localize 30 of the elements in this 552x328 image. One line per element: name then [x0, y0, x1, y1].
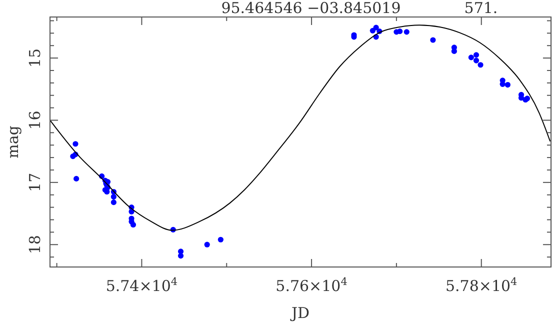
y-tick-label: 17 [26, 172, 44, 192]
chart-subtitle: 571. [464, 0, 498, 17]
point [110, 200, 116, 206]
chart-title: 95.464546 −03.845019 [221, 0, 401, 17]
point [504, 82, 510, 88]
point [204, 242, 210, 248]
point [478, 62, 484, 68]
point [404, 29, 410, 35]
point [74, 176, 80, 182]
point [430, 37, 436, 43]
point [373, 24, 379, 30]
point [72, 141, 78, 147]
point [178, 253, 184, 259]
point [473, 58, 480, 64]
x-axis-title: JD [289, 304, 310, 322]
point [370, 28, 376, 34]
point [397, 28, 403, 34]
line-series [50, 24, 551, 231]
x-tick-label: 5.74×10$^{4}$ [106, 276, 178, 295]
y-tick-label: 18 [26, 235, 44, 254]
x-tick-label: 5.76×10$^{4}$ [276, 276, 348, 295]
y-tick-label: 16 [26, 110, 44, 130]
point [130, 222, 136, 228]
point [468, 54, 474, 60]
y-axis-title: mag [4, 125, 22, 158]
point [218, 236, 224, 242]
point [473, 52, 480, 58]
y-tick-label: 15 [26, 48, 44, 68]
point [110, 194, 116, 200]
x-tick-label: 5.78×10$^{4}$ [445, 276, 518, 295]
